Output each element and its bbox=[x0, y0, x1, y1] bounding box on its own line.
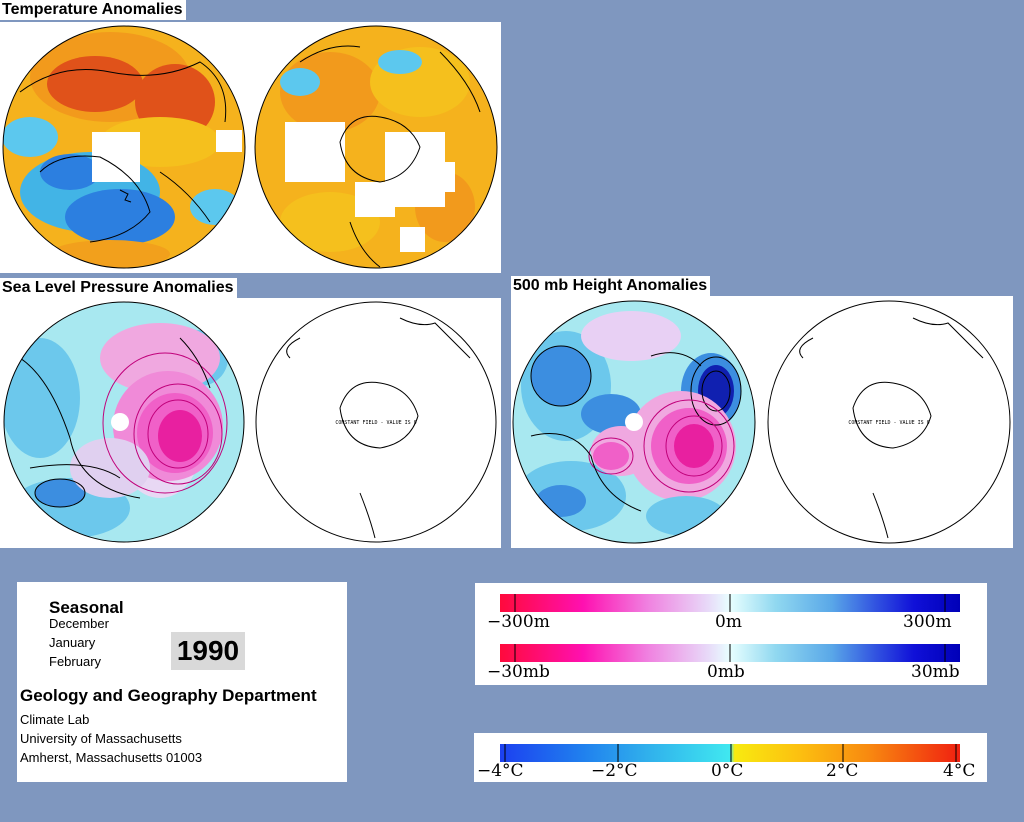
height-pressure-colorbars bbox=[500, 594, 960, 662]
slp-constant-field-label: CONSTANT FIELD - VALUE IS 0 bbox=[335, 420, 416, 426]
pressure-legend-mid: 0mb bbox=[707, 662, 745, 682]
north-temperature-map bbox=[3, 26, 245, 268]
temperature-legend-tick: 4°C bbox=[943, 761, 976, 781]
year-label: 1990 bbox=[171, 632, 245, 670]
height-legend-mid: 0m bbox=[715, 612, 742, 632]
slp-panel: CONSTANT FIELD - VALUE IS 0 bbox=[0, 298, 501, 548]
department-label: Geology and Geography Department bbox=[20, 686, 317, 705]
temperature-colorbar bbox=[500, 744, 960, 762]
height-pressure-legend: −300m 0m 300m −30mb 0mb 30mb bbox=[475, 583, 987, 685]
temperature-legend-tick: 0°C bbox=[711, 761, 744, 781]
address-line: University of Massachusetts bbox=[20, 731, 182, 746]
month-label: December bbox=[49, 616, 109, 631]
south-slp-coastline bbox=[286, 317, 471, 539]
address-line: Amherst, Massachusetts 01003 bbox=[20, 750, 203, 765]
slp-maps: CONSTANT FIELD - VALUE IS 0 bbox=[3, 301, 497, 543]
temperature-maps bbox=[2, 25, 498, 269]
height-title: 500 mb Height Anomalies bbox=[511, 276, 711, 296]
south-height-coastline bbox=[799, 317, 984, 539]
address-line: Climate Lab bbox=[20, 712, 90, 727]
month-label: February bbox=[49, 654, 102, 669]
temperature-legend-tick: −4°C bbox=[477, 761, 524, 781]
height-legend-max: 300m bbox=[903, 612, 952, 632]
pressure-legend-max: 30mb bbox=[911, 662, 960, 682]
slp-title: Sea Level Pressure Anomalies bbox=[0, 278, 237, 298]
height-constant-field-label: CONSTANT FIELD - VALUE IS 0 bbox=[848, 420, 929, 426]
month-label: January bbox=[49, 635, 96, 650]
temperature-legend: −4°C −2°C 0°C 2°C 4°C bbox=[474, 733, 987, 782]
height-panel: CONSTANT FIELD - VALUE IS 0 bbox=[511, 296, 1013, 548]
north-slp-map bbox=[4, 302, 244, 542]
north-height-map bbox=[513, 301, 755, 543]
seasonal-label: Seasonal bbox=[49, 598, 124, 617]
south-temperature-map bbox=[255, 26, 497, 268]
info-box: Seasonal December January February 1990 … bbox=[17, 582, 347, 782]
height-maps: CONSTANT FIELD - VALUE IS 0 bbox=[512, 300, 1011, 544]
temperature-panel bbox=[0, 22, 501, 273]
height-legend-min: −300m bbox=[487, 612, 550, 632]
pressure-legend-min: −30mb bbox=[487, 662, 550, 682]
temperature-legend-tick: 2°C bbox=[826, 761, 859, 781]
temperature-legend-tick: −2°C bbox=[591, 761, 638, 781]
temperature-title: Temperature Anomalies bbox=[0, 0, 186, 20]
